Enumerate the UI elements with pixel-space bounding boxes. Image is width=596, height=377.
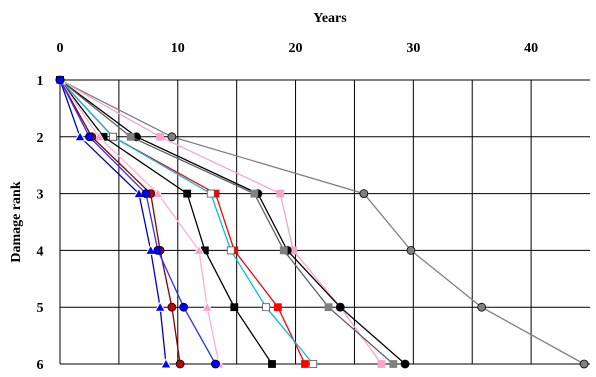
y-tick-label: 4 <box>37 244 44 259</box>
series-line <box>59 79 314 365</box>
data-point <box>400 359 410 369</box>
series-line <box>59 79 167 365</box>
data-point <box>141 189 151 199</box>
series-line <box>59 79 306 365</box>
data-point <box>55 75 65 85</box>
series-line <box>59 79 273 365</box>
series-5 <box>56 76 309 368</box>
data-point <box>262 303 271 312</box>
x-tick-label: 10 <box>171 41 185 56</box>
data-point <box>309 360 318 368</box>
x-tick-label: 0 <box>57 41 64 56</box>
data-point <box>359 189 369 199</box>
data-point <box>230 303 239 312</box>
series-11 <box>55 75 220 369</box>
y-tick-label: 3 <box>37 188 44 203</box>
data-point <box>126 132 135 141</box>
data-point <box>144 244 157 255</box>
data-point <box>85 132 94 142</box>
data-point <box>273 303 282 312</box>
data-point <box>109 132 117 141</box>
data-point <box>406 245 416 255</box>
data-point <box>179 302 189 312</box>
y-tick-label: 6 <box>37 358 44 373</box>
data-point <box>167 132 177 142</box>
series-7 <box>56 76 276 368</box>
data-point <box>167 302 177 312</box>
data-point <box>301 360 309 368</box>
series-line <box>59 79 585 365</box>
y-tick-labels: 1 2 3 4 5 6 <box>37 74 44 373</box>
x-tick-label: 30 <box>406 41 420 56</box>
y-axis-title: Damage rank <box>9 181 24 262</box>
data-point <box>206 189 215 198</box>
x-axis-title: Years <box>313 11 347 26</box>
data-point <box>226 246 235 255</box>
data-point <box>377 360 386 368</box>
data-point <box>74 130 86 142</box>
data-point <box>133 187 145 199</box>
data-point <box>175 359 185 369</box>
data-point <box>250 189 259 198</box>
data-point <box>160 357 172 369</box>
plot-grid <box>59 79 590 365</box>
series-line <box>59 79 181 365</box>
series-line <box>59 79 406 365</box>
data-point <box>154 301 166 312</box>
data-point <box>153 245 163 255</box>
y-tick-label: 2 <box>37 131 44 146</box>
x-tick-label: 20 <box>289 41 303 56</box>
series-6 <box>56 76 318 368</box>
data-point <box>183 189 192 198</box>
data-point <box>151 187 164 199</box>
data-point <box>201 301 214 312</box>
y-tick-label: 5 <box>37 301 44 316</box>
series-group <box>54 73 589 369</box>
series-line <box>59 79 394 365</box>
data-point <box>579 359 589 369</box>
data-point <box>211 359 220 369</box>
data-point <box>156 132 165 141</box>
series-line <box>59 79 217 365</box>
data-point <box>193 244 205 255</box>
series-4 <box>56 76 398 368</box>
x-tick-label: 40 <box>524 41 538 56</box>
data-point <box>389 360 398 368</box>
data-point <box>335 302 345 312</box>
data-point <box>93 130 105 142</box>
data-point <box>268 360 276 368</box>
data-point <box>279 246 288 255</box>
series-line <box>59 79 220 365</box>
data-point <box>324 303 333 312</box>
series-line <box>59 79 383 365</box>
y-tick-label: 1 <box>37 74 44 89</box>
data-point <box>276 189 285 198</box>
series-9 <box>55 75 185 369</box>
x-tick-labels: 0 10 20 30 40 <box>57 41 539 56</box>
series-1 <box>55 75 589 369</box>
data-point <box>477 302 487 312</box>
